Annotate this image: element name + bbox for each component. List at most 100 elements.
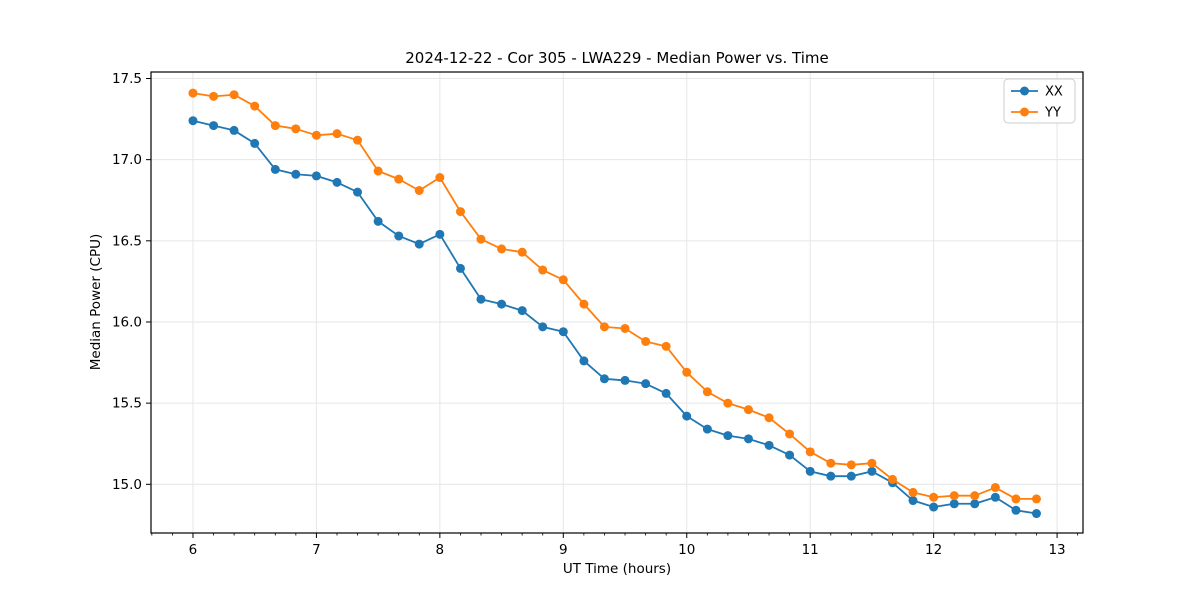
series-point-yy [661,341,671,351]
series-point-xx [620,375,630,385]
x-tick-label: 8 [436,542,445,558]
series-point-xx [641,379,651,389]
series-point-xx [209,121,219,131]
x-tick-label: 12 [925,542,942,558]
series-point-xx [846,471,856,481]
series-point-yy [723,398,733,408]
series-point-xx [229,125,239,135]
series-point-yy [229,90,239,100]
series-point-yy [929,492,939,502]
legend-marker-xx [1020,86,1029,96]
series-line-xx [192,119,1037,515]
x-tick-label: 7 [312,542,321,558]
series-point-xx [1031,509,1041,519]
series-point-yy [538,265,548,275]
series-point-xx [394,231,404,241]
series-point-xx [353,187,363,197]
x-tick-label: 6 [189,542,198,558]
series-point-yy [888,474,898,484]
series-point-yy [373,166,383,176]
series-point-xx [455,263,465,273]
y-tick-label: 17.5 [112,71,142,87]
series-point-xx [702,424,712,434]
y-tick-label: 16.0 [112,314,142,330]
series-point-yy [332,129,342,139]
y-tick-label: 16.5 [112,233,142,249]
y-tick-label: 15.5 [112,396,142,412]
series-point-yy [188,88,198,98]
series-point-xx [661,388,671,398]
series-point-yy [353,135,363,145]
series-point-xx [723,431,733,441]
legend-label-xx: XX [1045,85,1063,100]
x-tick-label: 13 [1048,542,1065,558]
series-point-xx [949,499,959,509]
series-point-yy [209,91,219,101]
axes-spines [150,71,1084,534]
series-point-yy [908,487,918,497]
x-tick-label: 11 [802,542,819,558]
series-point-yy [990,483,1000,493]
series-point-xx [311,171,321,181]
series-point-xx [805,466,815,476]
legend-label-yy: YY [1044,106,1061,121]
series-point-xx [497,299,507,309]
series-point-yy [682,367,692,377]
chart-title: 2024-12-22 - Cor 305 - LWA229 - Median P… [405,49,829,67]
series-point-yy [867,458,877,468]
series-point-yy [949,491,959,501]
series-point-xx [970,499,980,509]
series-point-yy [641,336,651,346]
series-point-yy [291,124,301,134]
series-point-yy [846,460,856,470]
series-point-xx [476,294,486,304]
legend-marker-yy [1020,107,1029,117]
x-tick-label: 10 [678,542,695,558]
series-point-yy [599,322,609,332]
series-point-yy [476,234,486,244]
series-point-xx [517,306,527,316]
series-point-xx [929,502,939,512]
series-point-xx [435,229,445,239]
series-point-yy [743,405,753,415]
series-point-xx [826,471,836,481]
series-point-xx [785,450,795,460]
series-point-yy [270,121,280,131]
series-point-yy [497,244,507,254]
series-point-yy [579,299,589,309]
series-point-xx [1011,505,1021,515]
x-tick-label: 9 [559,542,568,558]
series-point-yy [250,101,260,111]
series-point-yy [394,174,404,184]
series-point-xx [743,434,753,444]
series-point-yy [455,207,465,217]
x-axis-label: UT Time (hours) [562,561,672,577]
series-point-yy [558,275,568,285]
series-point-xx [188,116,198,126]
series-point-yy [1011,494,1021,504]
series-point-yy [1031,494,1041,504]
series-point-xx [538,322,548,332]
series-point-yy [620,323,630,333]
y-axis-label: Median Power (CPU) [88,233,104,371]
series-point-xx [908,496,918,506]
series-point-yy [805,447,815,457]
series-point-yy [764,413,774,423]
series-point-yy [702,387,712,397]
series-point-yy [414,185,424,195]
series-point-xx [270,164,280,174]
series-point-yy [435,173,445,183]
series-point-xx [764,440,774,450]
series-point-xx [682,411,692,421]
series-point-xx [414,239,424,249]
series-point-xx [250,138,260,148]
series-point-yy [311,130,321,140]
series-point-xx [599,374,609,384]
series-point-xx [373,216,383,226]
series-line-yy [192,92,1037,500]
y-tick-label: 17.0 [112,152,142,168]
legend-box [1003,78,1076,124]
series-point-xx [291,169,301,179]
